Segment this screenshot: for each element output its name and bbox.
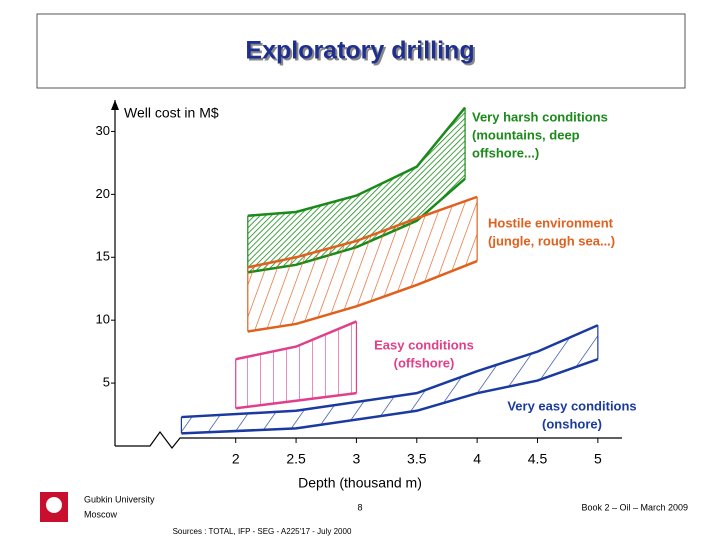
series-label: Hostile environment bbox=[488, 215, 614, 230]
logo-mark bbox=[46, 497, 62, 513]
series-label: Easy conditions bbox=[374, 337, 474, 352]
band-hatch bbox=[247, 107, 466, 273]
x-axis bbox=[115, 430, 622, 449]
y-tick-label: 5 bbox=[103, 375, 110, 390]
chart-title: Exploratory drilling bbox=[245, 37, 474, 65]
band-lower bbox=[235, 391, 357, 410]
band-upper bbox=[247, 195, 478, 269]
y-tick-label: 10 bbox=[96, 312, 110, 327]
footer-sources: Sources : TOTAL, IFP - SEG - A225'17 - J… bbox=[173, 527, 352, 536]
y-tick-label: 15 bbox=[96, 249, 110, 264]
x-axis-label: Depth (thousand m) bbox=[298, 475, 422, 491]
x-tick-label: 4 bbox=[473, 451, 481, 467]
series-label: offshore...) bbox=[472, 145, 539, 160]
y-tick-label: 20 bbox=[96, 186, 110, 201]
x-tick-label: 3 bbox=[353, 451, 361, 467]
series-label: (onshore) bbox=[542, 416, 602, 431]
footer-city: Moscow bbox=[84, 509, 118, 519]
band-upper bbox=[247, 106, 467, 217]
band-upper bbox=[181, 324, 599, 419]
title-shadow: Exploratory drilling bbox=[247, 39, 476, 67]
series-label: (offshore) bbox=[394, 355, 455, 370]
footer-book: Book 2 – Oil – March 2009 bbox=[581, 502, 688, 512]
x-tick-label: 4.5 bbox=[528, 451, 548, 467]
band-hatch bbox=[181, 325, 598, 434]
title-box bbox=[36, 13, 686, 89]
y-axis-label: Well cost in M$ bbox=[124, 105, 219, 121]
x-tick-label: 2 bbox=[232, 451, 240, 467]
x-tick-label: 3.5 bbox=[407, 451, 427, 467]
series-label: Very easy conditions bbox=[507, 398, 636, 413]
series-label: (jungle, rough sea...) bbox=[488, 233, 615, 248]
y-axis-arrow bbox=[111, 100, 119, 110]
band-hatch bbox=[247, 196, 478, 332]
band-lower bbox=[181, 358, 599, 435]
page-number: 8 bbox=[357, 502, 362, 512]
logo bbox=[40, 492, 68, 522]
series-label: Very harsh conditions bbox=[472, 109, 608, 124]
x-tick-label: 5 bbox=[594, 451, 602, 467]
x-tick-label: 2.5 bbox=[286, 451, 306, 467]
band-hatch bbox=[235, 321, 357, 409]
series-label: (mountains, deep bbox=[472, 127, 580, 142]
band-upper bbox=[235, 320, 357, 361]
footer-institution: Gubkin University bbox=[84, 494, 155, 504]
band-lower bbox=[247, 259, 478, 333]
y-tick-label: 30 bbox=[96, 123, 110, 138]
